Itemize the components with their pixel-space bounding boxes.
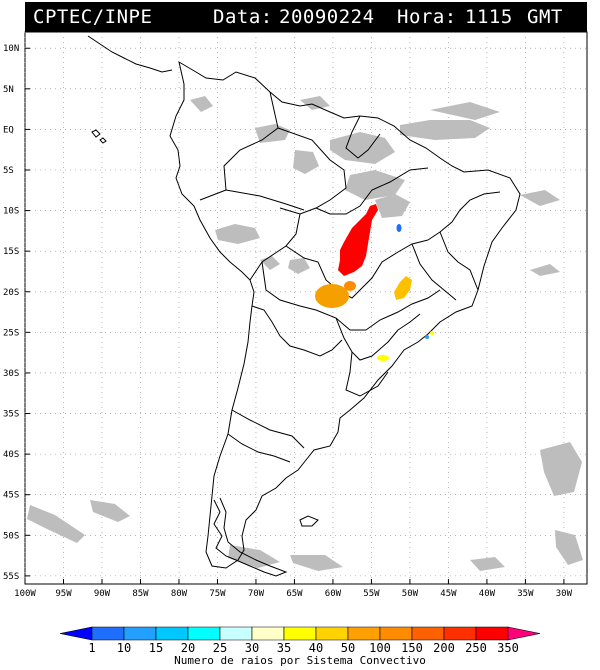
lon-label: 80W xyxy=(171,589,188,599)
colorbar-value: 200 xyxy=(433,641,455,655)
lat-label: 45S xyxy=(3,491,19,501)
lon-label: 70W xyxy=(248,589,265,599)
small-yellow xyxy=(430,331,434,335)
colorbar-swatch xyxy=(347,626,381,641)
colorbar xyxy=(59,626,541,641)
lon-label: 40W xyxy=(479,589,496,599)
colorbar-swatch xyxy=(443,626,477,641)
colorbar-swatch xyxy=(507,626,541,641)
colorbar-labels: 1 10 15 20 25 30 35 40 50 100 150 200 250 350 xyxy=(88,641,518,655)
lat-label: 30S xyxy=(3,369,19,379)
lat-label: 50S xyxy=(3,531,19,541)
colorbar-swatch xyxy=(91,626,125,641)
lon-label: 100W xyxy=(14,589,36,599)
lat-label: 20S xyxy=(3,288,19,298)
lon-label: 85W xyxy=(132,589,149,599)
colorbar-swatch xyxy=(155,626,189,641)
latitude-labels: 10N 5N EQ 5S 10S 15S 20S 25S 30S 35S 40S 45S 50S 55S xyxy=(3,44,19,582)
colorbar-value: 15 xyxy=(149,641,163,655)
colorbar-value: 150 xyxy=(401,641,423,655)
lon-label: 60W xyxy=(325,589,342,599)
colorbar-swatch xyxy=(315,626,349,641)
colorbar-value: 100 xyxy=(369,641,391,655)
hour-label: Hora: xyxy=(397,6,457,28)
colorbar-swatch xyxy=(251,626,285,641)
lat-label: 55S xyxy=(3,572,19,582)
colorbar-value: 10 xyxy=(117,641,131,655)
colorbar-value: 250 xyxy=(465,641,487,655)
small-cyan xyxy=(425,335,429,339)
lon-label: 65W xyxy=(286,589,303,599)
colorbar-swatch xyxy=(411,626,445,641)
title-bar: CPTEC/INPE Data: 20090224 Hora: 1115 GMT xyxy=(25,2,587,32)
colorbar-swatch xyxy=(123,626,157,641)
lon-label: 35W xyxy=(517,589,534,599)
colorbar-swatch xyxy=(219,626,253,641)
colorbar-value: 350 xyxy=(497,641,519,655)
lon-label: 55W xyxy=(363,589,380,599)
hour-value: 1115 xyxy=(465,6,513,28)
lat-label: 15S xyxy=(3,247,19,257)
lon-label: 75W xyxy=(209,589,226,599)
lat-label: 40S xyxy=(3,450,19,460)
source-label: CPTEC/INPE xyxy=(33,6,153,28)
lat-label: 10S xyxy=(3,207,19,217)
colorbar-swatch xyxy=(379,626,413,641)
colorbar-value: 35 xyxy=(277,641,291,655)
colorbar-value: 1 xyxy=(88,641,95,655)
date-value: 20090224 xyxy=(279,6,375,28)
colorbar-value: 30 xyxy=(245,641,259,655)
colorbar-swatch xyxy=(187,626,221,641)
colorbar-swatch xyxy=(283,626,317,641)
lat-label: EQ xyxy=(3,125,14,135)
longitude-labels: 100W 95W 90W 85W 80W 75W 70W 65W 60W 55W 50W 45W 40W… xyxy=(14,589,572,599)
orange-minas xyxy=(394,276,412,300)
colorbar-swatch xyxy=(475,626,509,641)
orange-paraguay xyxy=(315,284,349,308)
colorbar-value: 40 xyxy=(309,641,323,655)
lat-label: 10N xyxy=(3,44,19,54)
lon-label: 95W xyxy=(55,589,72,599)
lon-label: 30W xyxy=(556,589,573,599)
date-label: Data: xyxy=(213,6,273,28)
timezone-label: GMT xyxy=(527,6,563,28)
colorbar-value: 50 xyxy=(341,641,355,655)
red-system xyxy=(338,204,378,276)
lat-label: 25S xyxy=(3,328,19,338)
lat-label: 5N xyxy=(3,85,14,95)
lon-label: 90W xyxy=(94,589,111,599)
coastlines xyxy=(87,35,521,577)
lon-label: 50W xyxy=(402,589,419,599)
colorbar-swatch xyxy=(59,626,93,641)
blue-small xyxy=(396,224,402,232)
orange-paraguay-2 xyxy=(344,281,356,291)
colorbar-title: Numero de raios por Sistema Convectivo xyxy=(174,654,426,667)
colorbar-value: 20 xyxy=(181,641,195,655)
convective-systems xyxy=(315,204,434,361)
yellow-south xyxy=(377,355,389,361)
lat-label: 5S xyxy=(3,166,14,176)
lon-label: 45W xyxy=(440,589,457,599)
colorbar-value: 25 xyxy=(213,641,227,655)
lat-label: 35S xyxy=(3,410,19,420)
